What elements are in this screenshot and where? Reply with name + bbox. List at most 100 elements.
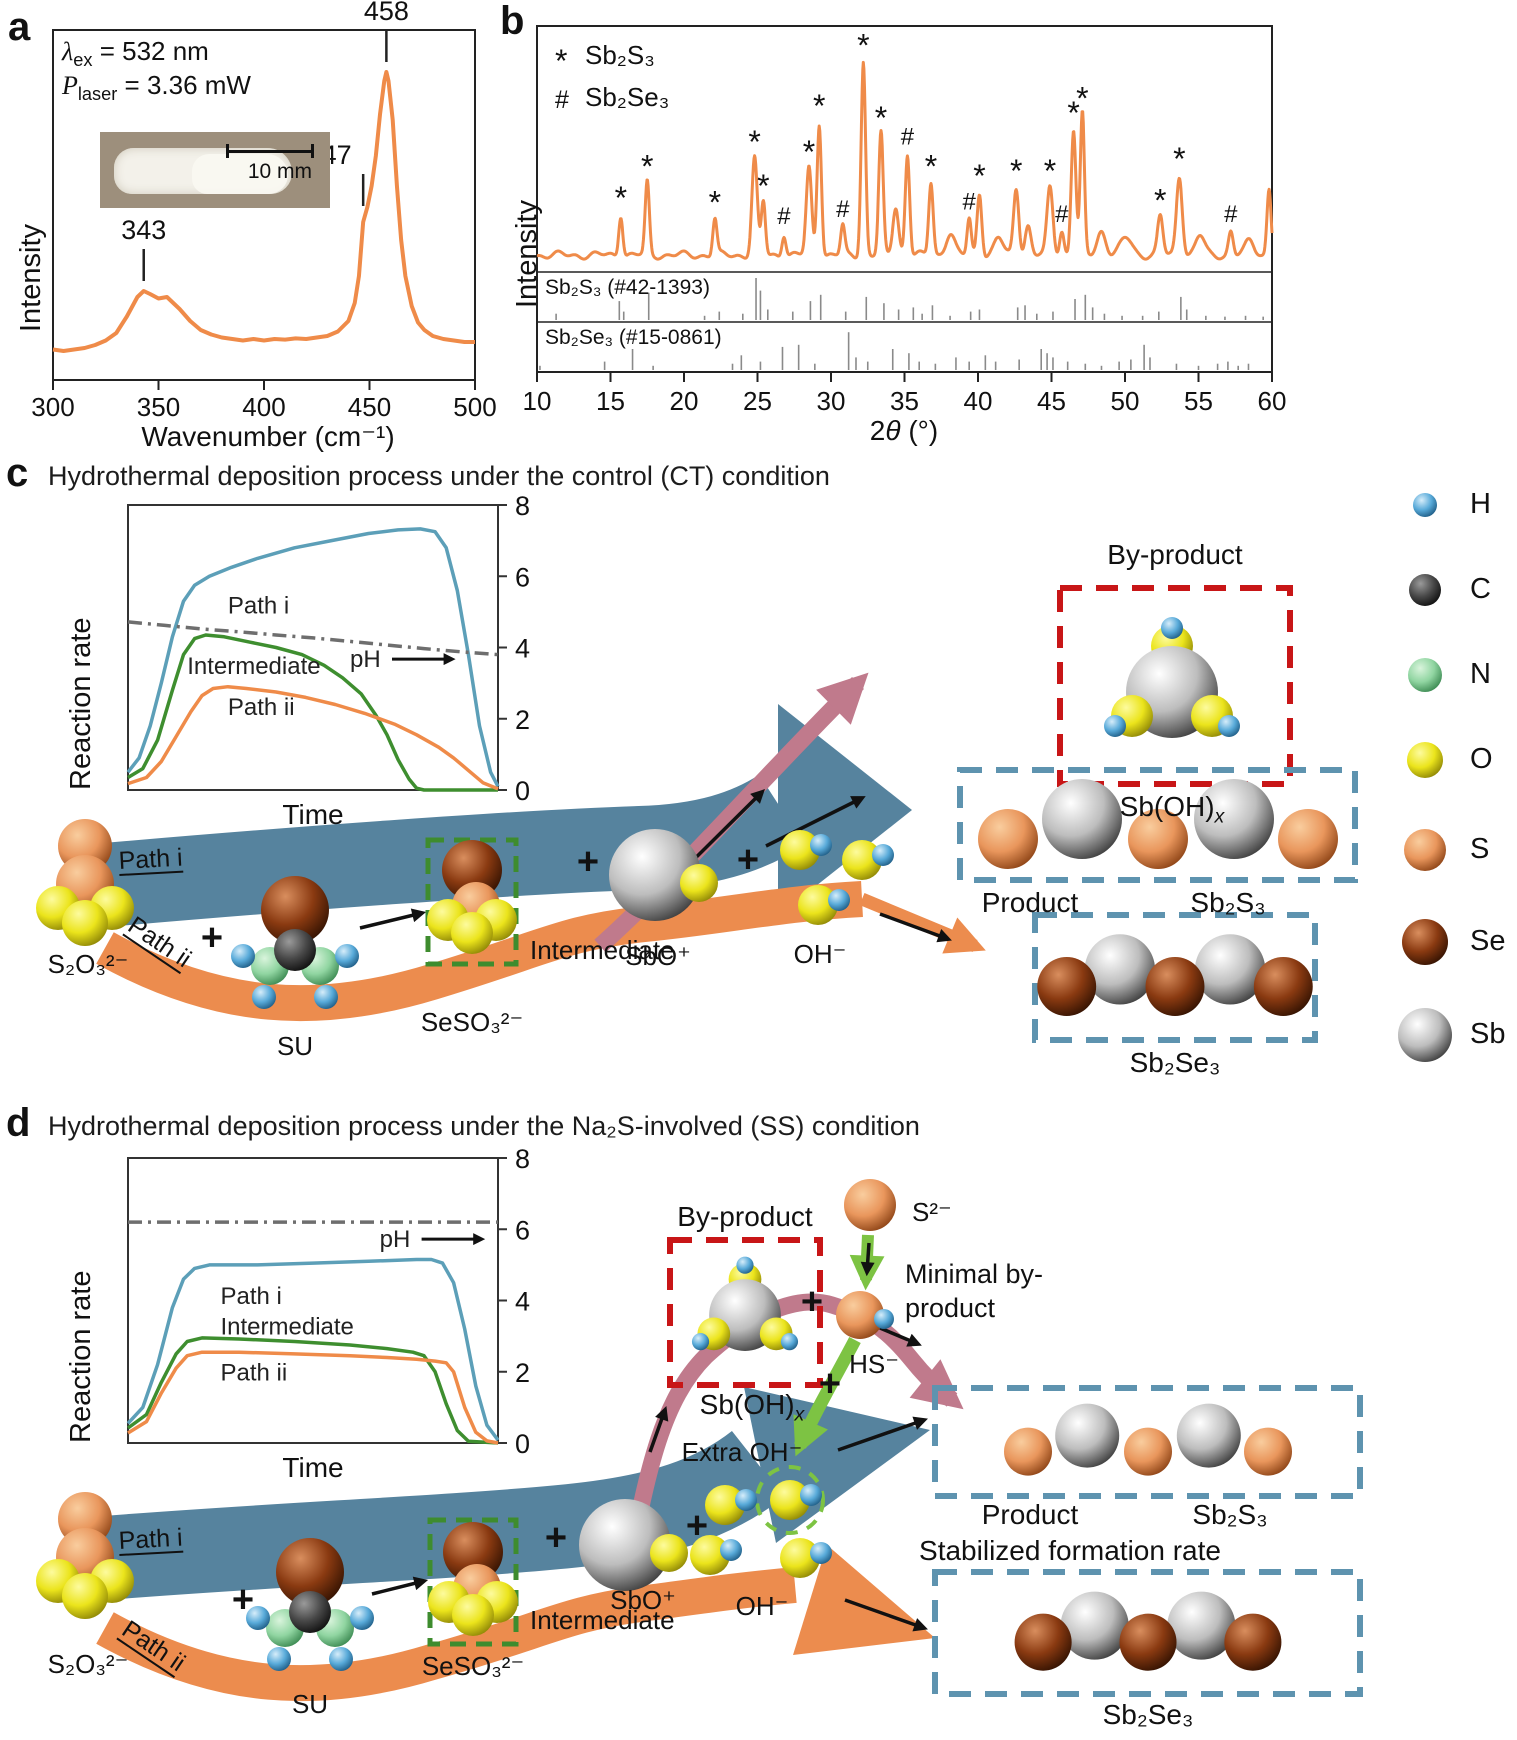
- svg-text:55: 55: [1184, 386, 1213, 416]
- byproduct-arrow: [621, 1293, 964, 1562]
- svg-text:#: #: [1224, 201, 1238, 228]
- panel-c-letter: c: [6, 451, 29, 495]
- svg-text:30: 30: [817, 386, 846, 416]
- legend-sphere-se: [1402, 919, 1448, 965]
- label-su: SU: [291, 1689, 329, 1719]
- label-stabilized: Stabilized formation rate: [919, 1535, 1221, 1566]
- molecule-oh-1: [780, 830, 832, 870]
- path-ii-arrow: [859, 892, 986, 954]
- svg-text:*: *: [803, 134, 815, 170]
- arrow-on-green: [860, 1242, 875, 1277]
- legend-sphere-h: [1413, 493, 1437, 517]
- plus-sign: +: [200, 917, 224, 959]
- molecule-sb2se3: [1037, 934, 1313, 1016]
- svg-text:Path i: Path i: [221, 1283, 282, 1310]
- svg-text:Sb₂Se₃ (#15-0861): Sb₂Se₃ (#15-0861): [545, 326, 722, 349]
- legend-sphere-s: [1404, 829, 1446, 871]
- raman-ylabel: Intensity: [15, 224, 47, 332]
- svg-text:#: #: [1055, 201, 1069, 228]
- xrd-xlabel-deg: (°): [900, 415, 939, 446]
- sbohx-sub: x: [1214, 805, 1225, 828]
- legend-label-se: Se: [1470, 925, 1506, 957]
- sbohx-sub: x: [794, 1403, 805, 1426]
- molecule-s2o3: [36, 819, 134, 946]
- label-by-product: By-product: [677, 1201, 813, 1232]
- svg-text:*: *: [641, 148, 653, 184]
- label-minimal-byproduct: Minimal by-product: [905, 1259, 1044, 1323]
- sample-photo: 10 mm: [100, 132, 330, 208]
- svg-text:Path ii: Path ii: [228, 694, 295, 721]
- svg-text:*: *: [1076, 81, 1088, 117]
- schematic-ct: [36, 493, 1452, 1062]
- svg-text:6: 6: [515, 562, 530, 592]
- ct-rate-ylabel: Reaction rate: [65, 617, 97, 791]
- legend-sphere-c: [1409, 574, 1441, 606]
- svg-text:#: #: [963, 189, 977, 216]
- plus-sign: +: [818, 1363, 842, 1405]
- label-path-i: Path i: [117, 1523, 184, 1555]
- svg-text:#: #: [777, 203, 791, 230]
- byproduct-box: [1057, 585, 1293, 787]
- svg-text:350: 350: [137, 392, 180, 422]
- label-sb2s3: Sb₂S₃: [1190, 887, 1266, 918]
- legend-label-o: O: [1470, 743, 1493, 775]
- svg-text:4: 4: [515, 634, 530, 664]
- panel-a-letter: a: [8, 5, 31, 49]
- molecule-hs: [836, 1291, 894, 1339]
- legend-label-c: C: [1470, 573, 1491, 605]
- svg-text:8: 8: [515, 491, 530, 521]
- molecule-oh-2: [842, 840, 894, 880]
- power-subscript: laser: [77, 84, 118, 105]
- label-sb2s3: Sb₂S₃: [1192, 1499, 1268, 1530]
- svg-text:343: 343: [121, 215, 166, 245]
- hs-to-oh-arrow: [793, 1336, 861, 1457]
- molecule-sb2se3: [1014, 1591, 1282, 1671]
- plus-sign: +: [231, 1579, 255, 1621]
- arrow-minimal: [879, 1326, 922, 1347]
- label-seso3: SeSO₃²⁻: [420, 1007, 524, 1037]
- label-product: Product: [981, 887, 1079, 918]
- molecule-su: [231, 876, 359, 1009]
- molecule-sbohx: [691, 1256, 799, 1351]
- svg-text:*: *: [925, 148, 937, 184]
- svg-text:25: 25: [743, 386, 772, 416]
- molecule-oh-1: [705, 1485, 757, 1525]
- label-s2o3: S₂O₃²⁻: [47, 949, 129, 979]
- label-oh: OH⁻: [735, 1591, 789, 1621]
- laser-power-text: Plaser = 3.36 mW: [62, 70, 251, 105]
- molecule-oh-extra: [770, 1480, 822, 1520]
- scale-bar: [226, 144, 314, 158]
- arrow-to-sb2se3: [879, 912, 952, 943]
- label-oh: OH⁻: [793, 939, 847, 969]
- panel-d-letter: d: [6, 1101, 31, 1145]
- scale-bar-label: 10 mm: [247, 160, 312, 183]
- molecule-sbo: [609, 829, 718, 921]
- svg-text:*: *: [1067, 95, 1079, 131]
- svg-text:*: *: [875, 100, 887, 136]
- svg-text:pH: pH: [350, 646, 381, 673]
- legend-label-s: S: [1470, 833, 1490, 865]
- path-ii-band: [96, 881, 863, 1022]
- svg-text:Sb₂Se₃: Sb₂Se₃: [585, 82, 669, 112]
- svg-text:#: #: [836, 196, 850, 223]
- plus-sign: +: [736, 839, 760, 881]
- sb2s3-box: [957, 767, 1358, 883]
- svg-text:*: *: [857, 27, 869, 63]
- legend-label-sb: Sb: [1470, 1018, 1506, 1050]
- panel-b-letter: b: [500, 0, 525, 43]
- svg-text:*: *: [748, 124, 760, 160]
- svg-text:pH: pH: [380, 1226, 411, 1253]
- label-extra-oh: Extra OH⁻: [681, 1437, 803, 1467]
- plus-sign: +: [544, 1517, 568, 1559]
- power-value: = 3.36 mW: [117, 70, 251, 100]
- sb2s3-box: [932, 1385, 1363, 1499]
- svg-text:Sb₂S₃: Sb₂S₃: [585, 40, 655, 70]
- svg-text:*: *: [757, 168, 769, 204]
- svg-text:2: 2: [515, 705, 530, 735]
- svg-text:20: 20: [670, 386, 699, 416]
- svg-text:*: *: [615, 180, 627, 216]
- path-ii-band: [96, 1567, 797, 1702]
- label-sbohx: Sb(OH)x: [700, 1389, 805, 1426]
- sample-blob-highlight: [192, 154, 288, 194]
- byproduct-box: [667, 1237, 823, 1388]
